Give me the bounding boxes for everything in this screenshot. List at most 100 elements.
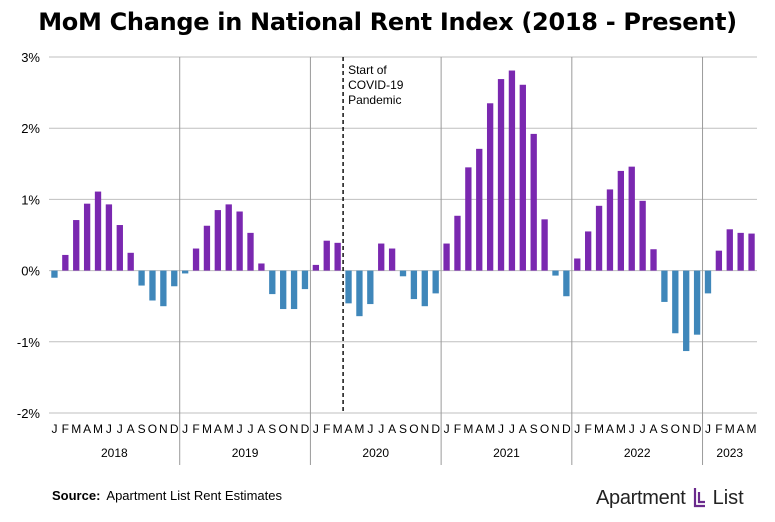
month-label: M [224,422,234,436]
logo-text-list: List [712,486,744,509]
bar [116,225,123,271]
bar [312,264,320,271]
bar [530,133,537,271]
bar [62,254,69,271]
month-label: F [62,422,69,436]
month-label: F [584,422,591,436]
bar [737,232,744,271]
month-label: F [323,422,330,436]
y-tick-label: 2% [21,121,40,136]
bar [639,200,646,271]
bar [73,220,80,271]
month-label: F [454,422,461,436]
annotation-text: Start of [348,63,387,77]
bar [748,233,755,271]
source-label: Source: [52,488,101,503]
month-label: A [606,422,614,436]
bar [661,270,668,302]
month-label: N [420,422,429,436]
bar [541,219,548,271]
bar [508,70,516,271]
month-label: J [498,422,504,436]
bar [726,229,733,271]
month-label: A [388,422,396,436]
logo-text-apartment: Apartment [596,486,686,509]
month-label: M [616,422,626,436]
bar [269,270,276,295]
month-label: J [117,422,123,436]
month-label: F [715,422,722,436]
bar [617,170,625,271]
bar [715,250,723,271]
month-label: J [509,422,515,436]
month-label: J [705,422,711,436]
month-label: A [475,422,483,436]
bar [94,191,102,271]
month-label: J [574,422,580,436]
month-label: N [290,422,299,436]
month-label: N [551,422,560,436]
month-label: J [367,422,373,436]
bar [421,270,428,307]
month-label: S [660,422,668,436]
month-label: J [106,422,112,436]
bar [454,215,461,271]
apartment-list-logo-icon [693,488,705,508]
month-label: A [214,422,222,436]
bar [650,249,657,271]
bar [214,210,221,271]
month-label: M [333,422,343,436]
year-label: 2021 [493,446,520,460]
month-label: O [148,422,157,436]
bar [410,270,418,300]
month-label: S [399,422,407,436]
bar [432,270,439,294]
bar [236,211,243,271]
bar [595,205,603,271]
month-label: M [463,422,473,436]
bar [443,243,450,271]
month-label: A [650,422,658,436]
month-label: D [562,422,571,436]
bar [301,270,309,290]
bar [247,232,254,271]
month-label: M [747,422,757,436]
bar [345,270,352,304]
bar [497,79,505,271]
bar [574,258,581,271]
month-label: A [737,422,745,436]
y-tick-label: -1% [17,335,41,350]
y-tick-label: 3% [21,50,40,65]
month-label: A [83,422,91,436]
annotation-text: COVID-19 [348,78,404,92]
bar [181,270,189,274]
month-label: J [629,422,635,436]
month-label: O [671,422,680,436]
year-label: 2020 [362,446,389,460]
bar [225,204,232,271]
source-note: Source: Apartment List Rent Estimates [52,488,282,503]
bar [323,240,330,271]
bar [399,270,407,277]
bar [704,270,712,294]
bar [476,148,483,271]
year-label: 2022 [624,446,651,460]
bar [693,270,701,335]
month-label: D [301,422,310,436]
bar [105,204,113,271]
month-label: M [485,422,495,436]
bar [356,270,363,317]
bar [585,231,592,271]
month-label: F [192,422,199,436]
bar [334,242,341,271]
bar [606,189,614,271]
bar [683,270,690,352]
bar [138,270,145,286]
bar [83,203,91,271]
month-label: M [594,422,604,436]
month-label: S [138,422,146,436]
month-label: J [182,422,188,436]
bar [280,270,287,310]
month-label: M [71,422,81,436]
month-label: S [268,422,276,436]
